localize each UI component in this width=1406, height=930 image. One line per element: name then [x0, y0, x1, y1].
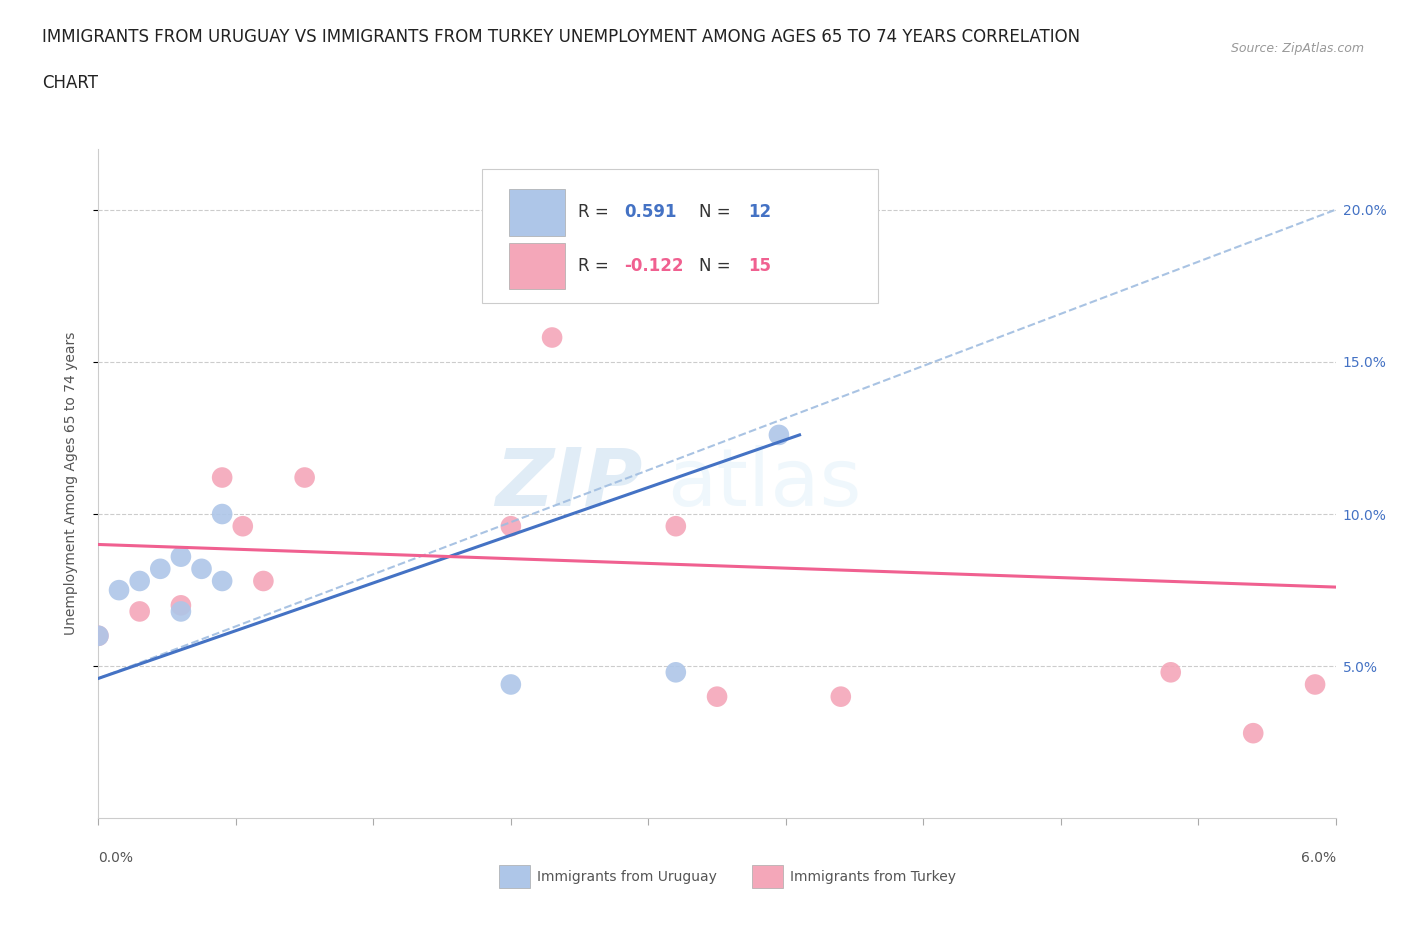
Point	[211, 507, 233, 522]
Point	[1160, 665, 1182, 680]
Text: R =: R =	[578, 257, 614, 275]
Text: atlas: atlas	[668, 445, 862, 523]
FancyBboxPatch shape	[509, 243, 565, 289]
Point	[499, 519, 522, 534]
Text: 12: 12	[748, 204, 770, 221]
Point	[830, 689, 852, 704]
Point	[665, 519, 688, 534]
Point	[190, 562, 212, 577]
Point	[211, 574, 233, 589]
Point	[665, 665, 688, 680]
Text: 15: 15	[748, 257, 770, 275]
Text: IMMIGRANTS FROM URUGUAY VS IMMIGRANTS FROM TURKEY UNEMPLOYMENT AMONG AGES 65 TO : IMMIGRANTS FROM URUGUAY VS IMMIGRANTS FR…	[42, 28, 1080, 46]
Point	[149, 562, 172, 577]
Point	[499, 677, 522, 692]
Point	[87, 629, 110, 644]
Point	[211, 470, 233, 485]
Text: Immigrants from Uruguay: Immigrants from Uruguay	[537, 870, 717, 884]
Point	[1303, 677, 1326, 692]
Text: -0.122: -0.122	[624, 257, 683, 275]
Text: 0.0%: 0.0%	[98, 851, 134, 865]
Point	[1241, 725, 1264, 740]
Point	[706, 689, 728, 704]
Point	[170, 604, 193, 618]
Y-axis label: Unemployment Among Ages 65 to 74 years: Unemployment Among Ages 65 to 74 years	[63, 332, 77, 635]
Text: N =: N =	[699, 257, 735, 275]
Point	[170, 550, 193, 565]
Point	[108, 583, 131, 598]
Text: R =: R =	[578, 204, 614, 221]
Point	[294, 470, 316, 485]
Point	[128, 574, 150, 589]
Text: ZIP: ZIP	[495, 445, 643, 523]
Text: 6.0%: 6.0%	[1301, 851, 1336, 865]
Point	[252, 574, 274, 589]
Point	[170, 598, 193, 613]
Text: Source: ZipAtlas.com: Source: ZipAtlas.com	[1230, 42, 1364, 55]
Text: 0.591: 0.591	[624, 204, 676, 221]
Point	[87, 629, 110, 644]
Text: Immigrants from Turkey: Immigrants from Turkey	[790, 870, 956, 884]
FancyBboxPatch shape	[509, 189, 565, 236]
Point	[232, 519, 254, 534]
Point	[768, 428, 790, 443]
Text: N =: N =	[699, 204, 735, 221]
Point	[128, 604, 150, 618]
Text: CHART: CHART	[42, 74, 98, 92]
FancyBboxPatch shape	[482, 169, 877, 303]
Point	[541, 330, 564, 345]
